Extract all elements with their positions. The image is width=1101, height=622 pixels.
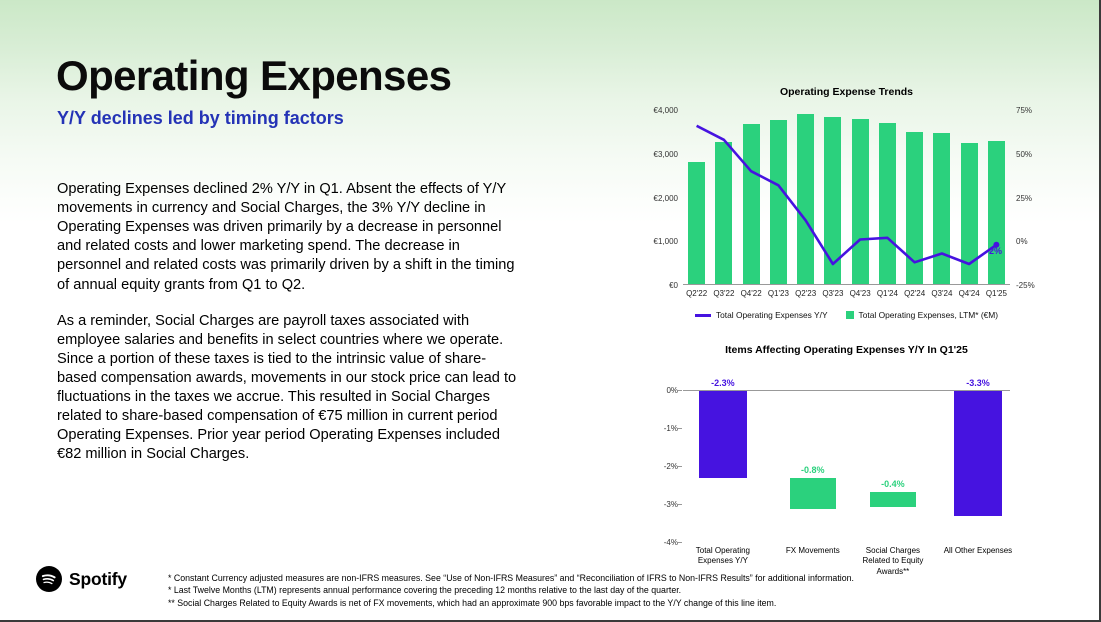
impact-bar-value: -2.3% [711, 378, 735, 388]
impact-bar-1 [698, 391, 747, 479]
ltm-bar-Q2-24 [906, 131, 924, 284]
x-category-label: Total Operating Expenses Y/Y [695, 546, 751, 566]
legend-item-bar: Total Operating Expenses, LTM* (€M) [845, 310, 999, 320]
chart1-left-axis: €4,000 €3,000 €2,000 €1,000 €0 [645, 106, 678, 290]
axis-tick-label: -2% [663, 462, 678, 471]
x-tick-label: Q3'22 [713, 289, 735, 298]
footnote-3: ** Social Charges Related to Equity Awar… [168, 597, 777, 608]
ltm-bar-Q1-23 [769, 119, 787, 284]
axis-tick-label: €0 [669, 281, 678, 290]
impact-bar-value: -0.4% [881, 478, 905, 489]
chart2-plot-area: -2.3% -0.8% -0.4% -3.3% [678, 378, 1010, 543]
ltm-bar-Q1-24 [878, 123, 896, 284]
axis-tick-label: 25% [1016, 193, 1033, 203]
axis-tick-label: €2,000 [653, 193, 678, 203]
ltm-bar-Q2-23 [797, 113, 815, 284]
x-category-label: FX Movements [785, 546, 840, 555]
axis-tick-label: 0% [666, 386, 678, 395]
footnote-1: * Constant Currency adjusted measures ar… [168, 573, 854, 583]
axis-tick-label: €1,000 [653, 237, 678, 247]
legend-label-line: Total Operating Expenses Y/Y [715, 310, 828, 320]
axis-tick-label: €3,000 [653, 149, 678, 159]
ltm-bar-Q3-23 [824, 116, 842, 284]
spotify-icon [36, 566, 62, 592]
x-tick-label: Q2'24 [904, 289, 926, 298]
x-category-label: Social Charges Related to Equity Awards*… [862, 546, 924, 576]
axis-tick-label: -25% [1016, 281, 1035, 290]
x-tick-label: Q2'23 [795, 289, 817, 298]
charts-panel: Operating Expense Trends €4,000 €3,000 €2,… [645, 80, 1093, 580]
impact-bar-3 [869, 491, 916, 507]
x-category-label: All Other Expenses [943, 546, 1013, 555]
chart1-right-axis: 75% 50% 25% 0% -25% [1016, 106, 1054, 290]
legend-label-bar: Total Operating Expenses, LTM* (€M) [858, 310, 999, 320]
axis-tick-mark [678, 504, 682, 505]
body-text: Operating Expenses declined 2% Y/Y in Q1… [57, 180, 523, 465]
chart2-y-axis: 0% -1% -2% -3% -4% [645, 386, 678, 547]
page-title: Operating Expenses [56, 52, 452, 99]
ltm-bar-Q4-22 [742, 124, 760, 284]
impact-bar-2 [789, 478, 836, 509]
axis-tick-label: 0% [1016, 237, 1028, 247]
chart1-line-series [696, 124, 1000, 266]
axis-tick-mark [678, 390, 682, 391]
footnotes: * Constant Currency adjusted measures ar… [168, 572, 854, 609]
axis-tick-mark [678, 466, 682, 467]
x-tick-label: Q1'25 [985, 289, 1007, 298]
brand-name: Spotify [69, 568, 127, 589]
paragraph-2: As a reminder, Social Charges are payrol… [57, 312, 517, 463]
footnote-2: * Last Twelve Months (LTM) represents an… [168, 585, 682, 596]
x-tick-label: Q1'24 [876, 289, 898, 298]
x-tick-label: Q4'24 [958, 289, 980, 298]
x-tick-label: Q3'24 [931, 289, 953, 298]
axis-tick-label: -1% [663, 424, 678, 433]
chart2-title: Items Affecting Operating Expenses Y/Y I… [725, 344, 968, 356]
impact-bar-4 [954, 391, 1002, 517]
paragraph-1: Operating Expenses declined 2% Y/Y in Q1… [57, 181, 515, 293]
axis-tick-mark [678, 428, 682, 429]
axis-tick-label: -3% [663, 500, 678, 509]
page-subtitle: Y/Y declines led by timing factors [57, 108, 344, 128]
chart2-x-axis: Total Operating Expenses Y/Y FX Movements… [683, 546, 1012, 592]
chart1-x-axis: Q2'22 Q3'22 Q4'22 Q1'23 Q2'23 Q3'23 Q4'23 Q1'24… [683, 289, 1010, 298]
x-tick-label: Q1'23 [767, 289, 789, 298]
chart1-legend: Total Operating Expenses Y/Y Total Opera… [673, 310, 1020, 320]
legend-item-line: Total Operating Expenses Y/Y [694, 310, 828, 320]
x-tick-label: Q4'22 [740, 289, 762, 298]
ltm-bar-Q3-22 [715, 141, 733, 284]
axis-tick-label: 50% [1016, 149, 1033, 159]
axis-tick-label: €4,000 [653, 106, 678, 115]
chart1-title: Operating Expense Trends [779, 86, 914, 98]
axis-tick-label: -4% [663, 538, 678, 547]
chart1-line-end-label: -2% [986, 246, 1003, 256]
spotify-logo: Spotify [36, 566, 127, 592]
line-swatch-icon [694, 313, 711, 317]
axis-tick-label: 75% [1016, 106, 1033, 115]
ltm-bar-Q4-24 [960, 142, 978, 284]
impact-bar-value: -0.8% [801, 465, 825, 476]
x-tick-label: Q2'22 [686, 289, 708, 298]
impact-bar-value: -3.3% [966, 378, 990, 388]
chart1-plot-area: -2% [683, 110, 1010, 285]
axis-tick-mark [678, 542, 682, 543]
ltm-bar-Q2-22 [688, 161, 706, 284]
x-tick-label: Q3'23 [822, 289, 844, 298]
bar-swatch-icon [845, 311, 854, 319]
ltm-bar-Q3-24 [933, 133, 951, 284]
x-tick-label: Q4'23 [849, 289, 871, 298]
